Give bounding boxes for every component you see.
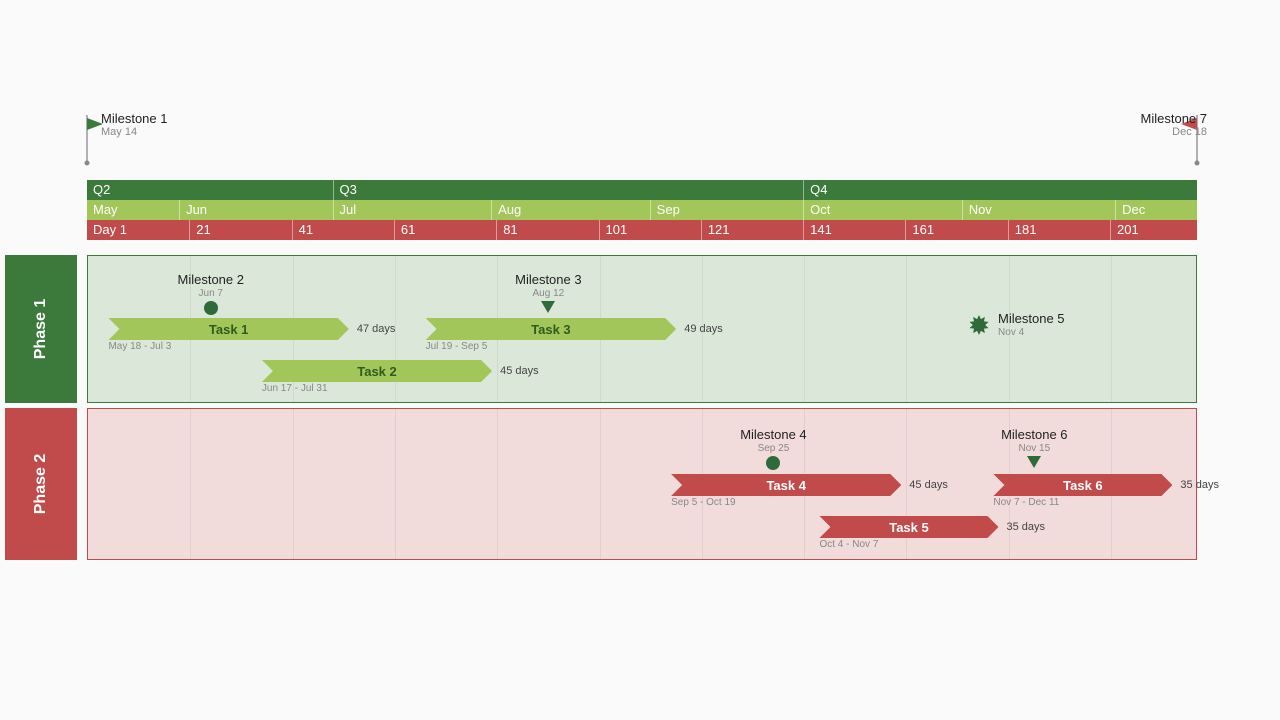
phase-label: Phase 2: [5, 408, 77, 560]
header-cell: Q3: [333, 180, 804, 200]
grid-line: [190, 409, 191, 559]
grid-line: [497, 409, 498, 559]
task-bar-fill: Task 5: [819, 516, 998, 538]
task-bar[interactable]: Task 2 45 days Jun 17 - Jul 31: [262, 360, 492, 382]
milestone-title: Milestone 3: [498, 272, 598, 287]
task-bar[interactable]: Task 5 35 days Oct 4 - Nov 7: [819, 516, 998, 538]
task-label: Task 3: [531, 322, 571, 337]
triangle-icon: [541, 301, 555, 313]
task-dates: May 18 - Jul 3: [108, 341, 171, 352]
header-cell: Q4: [803, 180, 1202, 200]
milestone-date: Jun 7: [161, 288, 261, 299]
header-cell: 61: [394, 220, 496, 240]
milestone-title: Milestone 5: [998, 311, 1064, 326]
task-dates: Jul 19 - Sep 5: [426, 341, 488, 352]
task-duration: 35 days: [999, 516, 1046, 538]
header-cell: Oct: [803, 200, 962, 220]
header-row-quarters: Q2Q3Q4: [87, 180, 1197, 200]
header-cell: Dec: [1115, 200, 1202, 220]
milestone: Milestone 2 Jun 7: [161, 272, 261, 320]
milestone-date: Sep 25: [723, 443, 823, 454]
milestone-date: Nov 4: [998, 327, 1064, 338]
grid-line: [906, 256, 907, 402]
grid-line: [1111, 256, 1112, 402]
header-cell: 81: [496, 220, 598, 240]
header-cell: 181: [1008, 220, 1110, 240]
grid-line: [293, 409, 294, 559]
task-label: Task 4: [766, 478, 806, 493]
flag-milestone-title: Milestone 1: [101, 111, 167, 126]
flag-milestone: Milestone 7 Dec 18: [1197, 115, 1221, 163]
header-cell: 101: [599, 220, 701, 240]
milestone-title: Milestone 6: [984, 427, 1084, 442]
grid-line: [804, 256, 805, 402]
task-duration: 35 days: [1172, 474, 1219, 496]
task-duration: 49 days: [676, 318, 723, 340]
flag-milestone-date: Dec 18: [1141, 126, 1207, 138]
milestone-date: Aug 12: [498, 288, 598, 299]
task-bar-fill: Task 6: [993, 474, 1172, 496]
task-duration: 45 days: [901, 474, 948, 496]
flag-milestone: Milestone 1 May 14: [87, 115, 111, 163]
header-cell: Q2: [87, 180, 333, 200]
header-cell: 141: [803, 220, 905, 240]
header-cell: Sep: [650, 200, 803, 220]
header-cell: 201: [1110, 220, 1197, 240]
task-duration: 47 days: [349, 318, 396, 340]
task-label: Task 6: [1063, 478, 1103, 493]
circle-icon: [204, 301, 218, 315]
triangle-icon: [1027, 456, 1041, 468]
phase-label: Phase 1: [5, 255, 77, 403]
circle-icon: [766, 456, 780, 470]
header-cell: 41: [292, 220, 394, 240]
header-cell: 161: [905, 220, 1007, 240]
milestone-title: Milestone 4: [723, 427, 823, 442]
task-bar-fill: Task 4: [671, 474, 901, 496]
task-bar[interactable]: Task 4 45 days Sep 5 - Oct 19: [671, 474, 901, 496]
header-cell: May: [87, 200, 179, 220]
task-bar[interactable]: Task 6 35 days Nov 7 - Dec 11: [993, 474, 1172, 496]
flag-milestone-date: May 14: [101, 126, 167, 138]
task-duration: 45 days: [492, 360, 539, 382]
header-cell: Jun: [179, 200, 332, 220]
task-bar-fill: Task 3: [426, 318, 677, 340]
task-dates: Jun 17 - Jul 31: [262, 383, 328, 394]
task-dates: Oct 4 - Nov 7: [819, 539, 878, 550]
phase-body: Task 4 45 days Sep 5 - Oct 19 Task 5 35 …: [87, 408, 1197, 560]
starburst-icon: [968, 314, 990, 336]
milestone: Milestone 5 Nov 4: [968, 311, 1064, 338]
grid-line: [600, 409, 601, 559]
grid-line: [395, 409, 396, 559]
flag-milestone-title: Milestone 7: [1141, 111, 1207, 126]
header-cell: Day 1: [87, 220, 189, 240]
phase: Phase 2 Task 4 45 days Sep 5 - Oct 19 Ta…: [5, 408, 1197, 560]
header-cell: 121: [701, 220, 803, 240]
milestone: Milestone 3 Aug 12: [498, 272, 598, 318]
task-label: Task 5: [889, 520, 929, 535]
milestone-date: Nov 15: [984, 443, 1084, 454]
header-cell: Aug: [491, 200, 650, 220]
milestone: Milestone 6 Nov 15: [984, 427, 1084, 473]
header-cell: Jul: [333, 200, 492, 220]
header-cell: 21: [189, 220, 291, 240]
phase-body: Task 1 47 days May 18 - Jul 3 Task 2 45 …: [87, 255, 1197, 403]
header-row-days: Day 121416181101121141161181201: [87, 220, 1197, 240]
header-cell: Nov: [962, 200, 1115, 220]
phase: Phase 1 Task 1 47 days May 18 - Jul 3 Ta…: [5, 255, 1197, 403]
task-label: Task 2: [357, 364, 397, 379]
milestone: Milestone 4 Sep 25: [723, 427, 823, 475]
task-bar-fill: Task 1: [108, 318, 348, 340]
task-bar-fill: Task 2: [262, 360, 492, 382]
task-bar[interactable]: Task 1 47 days May 18 - Jul 3: [108, 318, 348, 340]
task-label: Task 1: [209, 322, 249, 337]
milestone-title: Milestone 2: [161, 272, 261, 287]
task-dates: Nov 7 - Dec 11: [993, 497, 1059, 508]
task-bar[interactable]: Task 3 49 days Jul 19 - Sep 5: [426, 318, 677, 340]
header-row-months: MayJunJulAugSepOctNovDec: [87, 200, 1197, 220]
task-dates: Sep 5 - Oct 19: [671, 497, 735, 508]
